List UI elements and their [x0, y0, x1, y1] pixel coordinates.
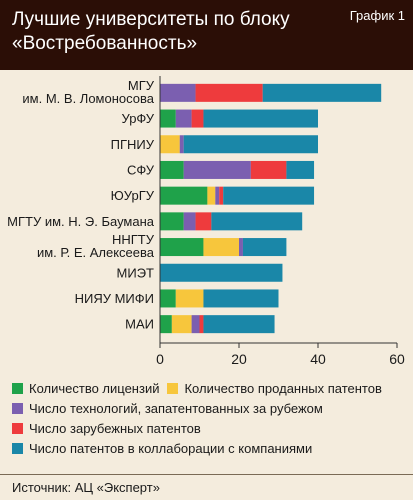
legend-row: Число патентов в коллаборации с компания… — [12, 438, 407, 458]
bar-segment — [195, 83, 263, 102]
source-note: Источник: АЦ «Эксперт» — [12, 480, 160, 495]
header-bar: Лучшие университеты по блоку «Востребова… — [0, 0, 413, 70]
bar-segment — [175, 109, 192, 128]
legend-row: Количество лицензий Количество проданных … — [12, 378, 407, 398]
bar-segment — [211, 212, 303, 231]
bar-segment — [183, 212, 196, 231]
legend-label: Количество лицензий — [29, 380, 160, 396]
category-label: МАИ — [125, 317, 154, 332]
category-label: ЮУрГУ — [111, 188, 155, 203]
bar-segment — [199, 315, 204, 334]
legend-item: Количество проданных патентов — [167, 378, 382, 398]
legend-swatch — [12, 422, 23, 434]
category-label-line: ННГТУ — [112, 232, 155, 247]
x-tick-label: 60 — [389, 351, 405, 367]
footer-divider — [0, 474, 413, 475]
bar-segment — [160, 289, 176, 308]
x-tick-label: 20 — [231, 351, 247, 367]
chart-number-badge: График 1 — [349, 8, 405, 23]
legend-item: Количество лицензий — [12, 378, 159, 398]
category-label: МГУ им. М. В. Ломоносова — [22, 78, 154, 106]
bar-segment — [160, 109, 176, 128]
legend-label: Число патентов в коллаборации с компания… — [29, 440, 313, 456]
bar-segment — [215, 186, 220, 205]
bar-segment — [191, 315, 200, 334]
bar-segment — [171, 315, 192, 334]
category-label-line: им. М. В. Ломоносова — [22, 91, 154, 106]
legend-item: Число зарубежных патентов — [12, 418, 201, 438]
legend-label: Число технологий, запатентованных за руб… — [29, 400, 323, 416]
bar-segment — [175, 289, 204, 308]
bar-segment — [160, 212, 184, 231]
bar-segment — [203, 289, 279, 308]
bar-segment — [250, 160, 287, 179]
category-label: МИЭТ — [117, 265, 155, 280]
x-tick-label: 0 — [156, 351, 164, 367]
category-label: ННГТУ им. Р. Е. Алексеева — [37, 232, 155, 260]
bar-segment — [203, 109, 318, 128]
bar-segment — [179, 135, 184, 154]
category-label: СФУ — [127, 162, 155, 177]
bar-segment — [219, 186, 224, 205]
bar-segment — [203, 315, 275, 334]
legend-swatch — [12, 442, 23, 454]
legend-item: Число патентов в коллаборации с компания… — [12, 438, 312, 458]
bar-segment — [160, 238, 204, 257]
bar-segment — [160, 263, 283, 282]
legend-label: Количество проданных патентов — [184, 380, 382, 396]
legend-swatch — [12, 382, 23, 394]
bar-segment — [160, 135, 180, 154]
bar-segment — [207, 186, 216, 205]
x-tick-label: 40 — [310, 351, 326, 367]
bar-segment — [203, 238, 239, 257]
category-label: МГТУ им. Н. Э. Баумана — [7, 214, 155, 229]
category-label-line: МГУ — [128, 78, 155, 93]
category-label-line: им. Р. Е. Алексеева — [37, 245, 155, 260]
bar-segment — [239, 238, 243, 257]
legend-swatch — [167, 382, 179, 394]
bar-segment — [262, 83, 382, 102]
bar-segment — [242, 238, 287, 257]
bar-segment — [191, 109, 204, 128]
legend-row: Число зарубежных патентов — [12, 418, 407, 438]
bar-segment — [286, 160, 315, 179]
legend-swatch — [12, 402, 23, 414]
bar-segment — [160, 160, 184, 179]
bar-chart: МГУ им. М. В. Ломоносова УрФУ ПГНИУ СФУ ЮУрГУ… — [7, 76, 405, 367]
bar-segment — [160, 315, 172, 334]
category-label: НИЯУ МИФИ — [75, 291, 154, 306]
bar-segment — [195, 212, 212, 231]
bar-segment — [183, 135, 318, 154]
bar-segment — [160, 186, 208, 205]
category-label: ПГНИУ — [111, 137, 155, 152]
bar-segment — [183, 160, 251, 179]
category-label: УрФУ — [122, 111, 155, 126]
chart-legend: Количество лицензий Количество проданных … — [12, 378, 407, 458]
bar-segment — [223, 186, 315, 205]
legend-label: Число зарубежных патентов — [29, 420, 201, 436]
bar-segment — [160, 83, 196, 102]
legend-item: Число технологий, запатентованных за руб… — [12, 398, 323, 418]
legend-row: Число технологий, запатентованных за руб… — [12, 398, 407, 418]
chart-title: Лучшие университеты по блоку «Востребова… — [12, 9, 290, 54]
